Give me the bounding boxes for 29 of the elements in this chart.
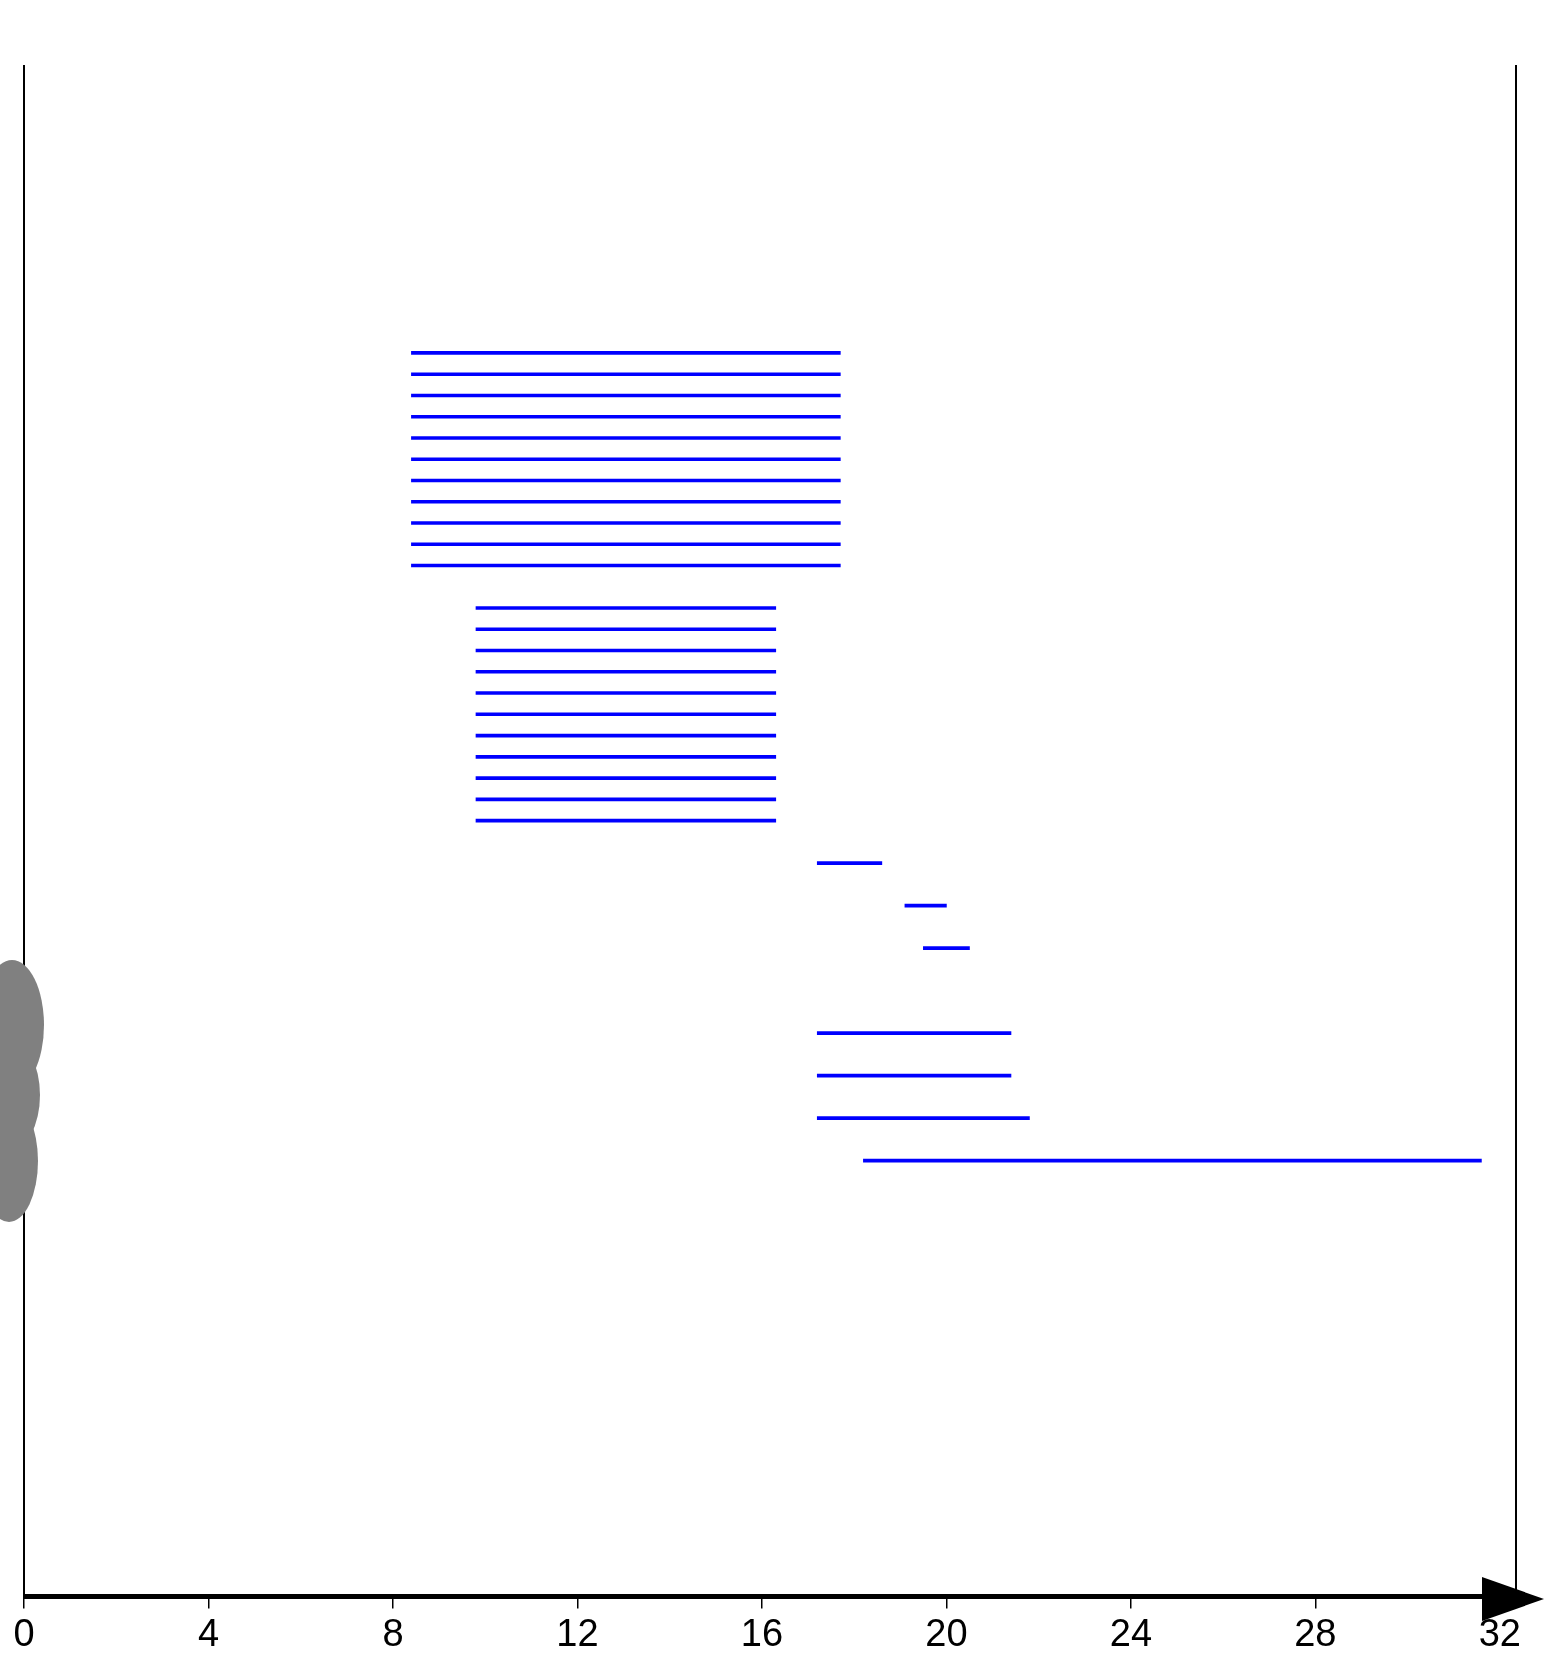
bar: [475, 691, 777, 695]
bar: [475, 606, 777, 610]
bar: [475, 754, 777, 759]
bar: [411, 436, 841, 440]
bar: [816, 861, 883, 865]
x-tick-label: 8: [382, 1611, 404, 1654]
bar: [816, 1031, 1012, 1035]
bar: [475, 627, 777, 632]
bar: [475, 669, 777, 674]
x-tick-label: 24: [1109, 1611, 1153, 1654]
bar: [411, 521, 841, 525]
x-tick-label: 12: [556, 1611, 599, 1654]
bar: [411, 351, 841, 355]
bar: [411, 542, 841, 547]
bar: [411, 457, 841, 462]
bar: [475, 797, 777, 802]
x-tick-label: 4: [197, 1611, 220, 1654]
bar: [411, 499, 841, 504]
x-tick-label: 32: [1478, 1611, 1521, 1654]
bar: [411, 372, 841, 377]
bar: [475, 776, 777, 780]
bar: [411, 414, 841, 419]
bar: [475, 712, 777, 717]
bar: [816, 1116, 1030, 1120]
bar: [923, 946, 970, 950]
x-tick-label: 28: [1294, 1611, 1337, 1654]
x-tick-label: 16: [740, 1611, 784, 1654]
x-tick-label: 0: [13, 1611, 35, 1654]
x-tick-label: 20: [925, 1611, 968, 1654]
